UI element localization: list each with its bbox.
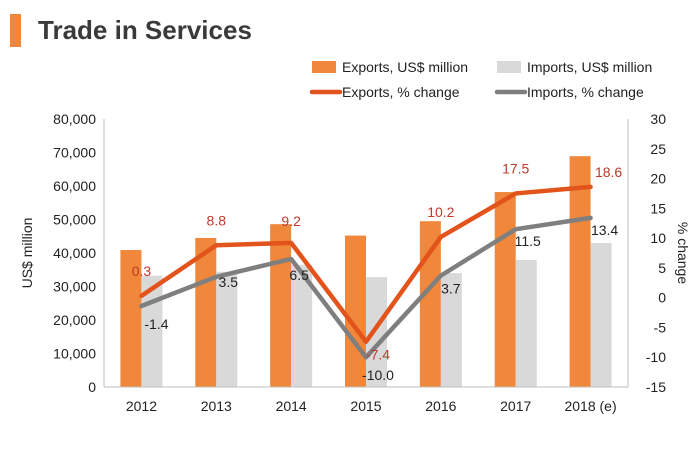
exports-change-label: 0.3 <box>132 263 152 279</box>
imports-bar <box>515 260 537 387</box>
imports-bar <box>440 273 462 387</box>
x-tick-label: 2018 (e) <box>564 398 616 414</box>
exports-change-label: 9.2 <box>281 213 301 229</box>
title-accent-bar <box>10 14 21 47</box>
y-tick-label: 70,000 <box>53 145 96 161</box>
y-tick-label: 30,000 <box>53 279 96 295</box>
y2-tick-label: 10 <box>650 230 666 246</box>
imports-change-line <box>139 215 593 360</box>
imports-change-label: -10.0 <box>362 367 394 383</box>
imports-change-label: 3.7 <box>441 281 461 297</box>
y-tick-label: 10,000 <box>53 346 96 362</box>
legend-imports-line-label: Imports, % change <box>527 84 644 100</box>
exports-change-label: 8.8 <box>207 212 227 228</box>
legend-exports-bar-label: Exports, US$ million <box>342 59 468 75</box>
y2-tick-label: -5 <box>654 319 667 335</box>
exports-bar <box>120 249 142 387</box>
exports-change-label: -7.4 <box>366 347 390 363</box>
imports-bar <box>216 271 238 387</box>
exports-bar <box>419 221 441 387</box>
legend-imports-bar-label: Imports, US$ million <box>527 59 652 75</box>
y-tick-label: 20,000 <box>53 312 96 328</box>
imports-bar <box>366 277 387 387</box>
y-tick-label: 0 <box>88 379 96 395</box>
y2-tick-label: 20 <box>650 171 666 187</box>
x-tick-label: 2014 <box>276 398 307 414</box>
exports-change-label: 18.6 <box>595 164 622 180</box>
imports-change-label: 3.5 <box>219 274 239 290</box>
imports-change-label: 13.4 <box>591 222 618 238</box>
legend-exports-line-label: Exports, % change <box>342 84 460 100</box>
exports-bar <box>569 156 591 387</box>
y-tick-label: 50,000 <box>53 212 96 228</box>
y-axis-title: US$ million <box>19 218 35 289</box>
exports-change-label: 10.2 <box>427 204 454 220</box>
y2-tick-label: -10 <box>646 349 666 365</box>
x-tick-label: 2013 <box>201 398 232 414</box>
y-tick-label: 80,000 <box>53 111 96 127</box>
y2-tick-label: 30 <box>650 111 666 127</box>
page-title: Trade in Services <box>38 15 252 45</box>
x-tick-label: 2012 <box>126 398 157 414</box>
exports-bar <box>270 224 292 387</box>
exports-change-label: 17.5 <box>502 160 529 176</box>
y2-tick-label: 5 <box>658 260 666 276</box>
y2-tick-label: 25 <box>650 141 666 157</box>
imports-bar <box>291 264 313 387</box>
exports-change-line <box>139 184 593 344</box>
y2-tick-label: 0 <box>658 290 666 306</box>
y2-tick-label: -15 <box>646 379 666 395</box>
y-tick-label: 60,000 <box>53 178 96 194</box>
legend-imports-bar-swatch <box>497 61 521 73</box>
legend-exports-bar-swatch <box>312 61 336 73</box>
x-tick-label: 2017 <box>500 398 531 414</box>
x-tick-label: 2015 <box>350 398 381 414</box>
exports-bar <box>494 192 516 387</box>
y-tick-label: 40,000 <box>53 245 96 261</box>
y2-tick-label: 15 <box>650 200 666 216</box>
imports-change-label: 11.5 <box>515 233 541 249</box>
imports-bar <box>590 242 612 387</box>
exports-bar <box>345 235 366 387</box>
x-tick-label: 2016 <box>425 398 456 414</box>
imports-change-label: -1.4 <box>144 316 168 332</box>
y2-axis-title: % change <box>675 222 691 284</box>
imports-change-label: 6.5 <box>289 267 309 283</box>
exports-bar <box>195 237 217 387</box>
